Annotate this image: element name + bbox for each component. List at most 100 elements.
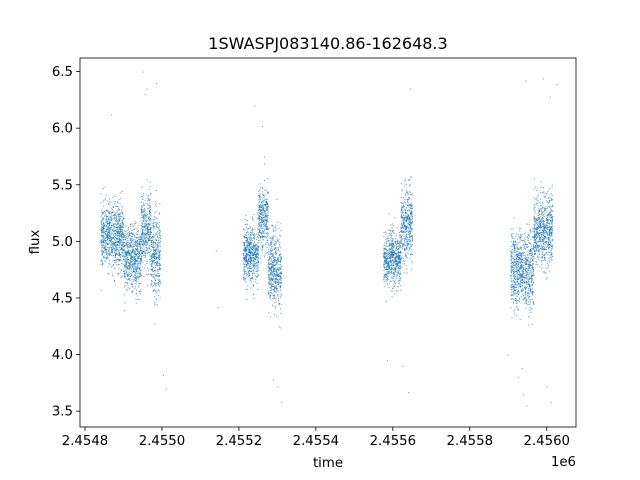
data-point bbox=[412, 220, 414, 222]
data-point bbox=[249, 279, 251, 281]
data-point bbox=[120, 252, 122, 254]
data-point bbox=[155, 259, 157, 261]
data-point bbox=[398, 262, 400, 263]
data-point bbox=[390, 249, 392, 250]
data-point bbox=[273, 273, 275, 275]
data-point bbox=[146, 225, 148, 227]
data-point bbox=[118, 214, 120, 216]
data-point bbox=[153, 289, 155, 291]
data-point bbox=[390, 236, 392, 238]
data-point bbox=[401, 246, 403, 248]
data-point bbox=[253, 238, 255, 240]
data-point bbox=[244, 259, 246, 260]
data-point bbox=[391, 241, 393, 243]
data-point bbox=[406, 228, 407, 230]
data-point bbox=[148, 236, 150, 238]
data-point bbox=[112, 229, 114, 231]
data-point bbox=[251, 277, 253, 279]
data-point bbox=[157, 278, 159, 280]
data-point bbox=[280, 263, 282, 265]
data-point bbox=[132, 265, 134, 267]
data-point bbox=[401, 224, 403, 226]
data-point bbox=[251, 273, 253, 275]
data-point bbox=[130, 273, 131, 275]
data-point bbox=[263, 236, 265, 238]
data-point bbox=[140, 283, 142, 284]
data-point bbox=[131, 291, 133, 293]
data-point bbox=[262, 196, 264, 198]
data-point bbox=[147, 197, 149, 199]
data-point bbox=[253, 235, 255, 237]
data-point bbox=[117, 244, 119, 246]
data-point bbox=[252, 227, 254, 229]
data-point bbox=[260, 183, 262, 185]
data-point bbox=[514, 245, 515, 247]
data-point bbox=[142, 241, 144, 243]
data-point bbox=[274, 275, 276, 277]
data-point bbox=[122, 219, 124, 221]
data-point bbox=[158, 242, 160, 244]
data-point bbox=[247, 228, 249, 230]
data-point bbox=[394, 270, 396, 272]
data-point bbox=[252, 249, 254, 251]
data-point bbox=[135, 261, 137, 263]
data-point bbox=[402, 245, 404, 247]
data-point bbox=[114, 244, 115, 246]
data-point bbox=[159, 232, 161, 234]
data-point bbox=[144, 244, 146, 246]
data-point bbox=[107, 235, 109, 237]
data-point bbox=[129, 263, 131, 265]
data-point bbox=[253, 213, 255, 215]
data-point bbox=[135, 293, 137, 294]
data-point bbox=[387, 269, 389, 271]
data-point bbox=[105, 221, 107, 223]
data-point bbox=[135, 228, 137, 230]
data-point bbox=[123, 226, 125, 228]
data-point bbox=[151, 232, 152, 233]
data-point bbox=[134, 223, 136, 225]
data-point bbox=[139, 238, 141, 240]
data-point bbox=[385, 251, 387, 253]
data-point bbox=[151, 240, 153, 241]
data-point bbox=[139, 270, 141, 272]
data-point bbox=[270, 250, 272, 252]
data-point bbox=[157, 243, 159, 245]
data-point bbox=[243, 253, 245, 255]
data-point bbox=[127, 279, 129, 281]
data-point bbox=[403, 230, 405, 232]
data-point bbox=[386, 260, 388, 262]
data-point bbox=[391, 277, 393, 279]
data-point bbox=[153, 235, 155, 237]
data-point bbox=[131, 258, 133, 260]
data-point bbox=[276, 247, 278, 249]
data-point bbox=[105, 194, 107, 196]
data-point bbox=[398, 252, 400, 254]
data-point bbox=[118, 218, 120, 220]
data-point bbox=[516, 264, 518, 266]
data-point bbox=[119, 260, 121, 261]
data-point bbox=[106, 219, 108, 221]
data-point bbox=[113, 215, 115, 217]
data-point bbox=[279, 235, 281, 236]
data-point bbox=[524, 242, 526, 244]
data-point bbox=[403, 229, 405, 231]
data-point bbox=[270, 236, 272, 238]
data-point bbox=[262, 213, 264, 215]
data-point bbox=[126, 230, 128, 231]
data-point bbox=[153, 257, 155, 259]
data-point bbox=[517, 273, 518, 275]
data-point bbox=[392, 279, 394, 281]
data-point bbox=[254, 275, 256, 277]
data-point bbox=[391, 235, 393, 237]
data-point bbox=[128, 272, 130, 274]
data-point bbox=[158, 228, 160, 230]
data-point bbox=[281, 277, 283, 279]
data-point bbox=[405, 212, 407, 214]
data-point bbox=[518, 309, 519, 311]
data-point bbox=[268, 270, 270, 272]
data-point bbox=[153, 252, 155, 254]
data-point bbox=[111, 212, 113, 214]
data-point bbox=[251, 240, 253, 242]
data-point bbox=[115, 251, 117, 253]
data-point bbox=[270, 287, 272, 289]
